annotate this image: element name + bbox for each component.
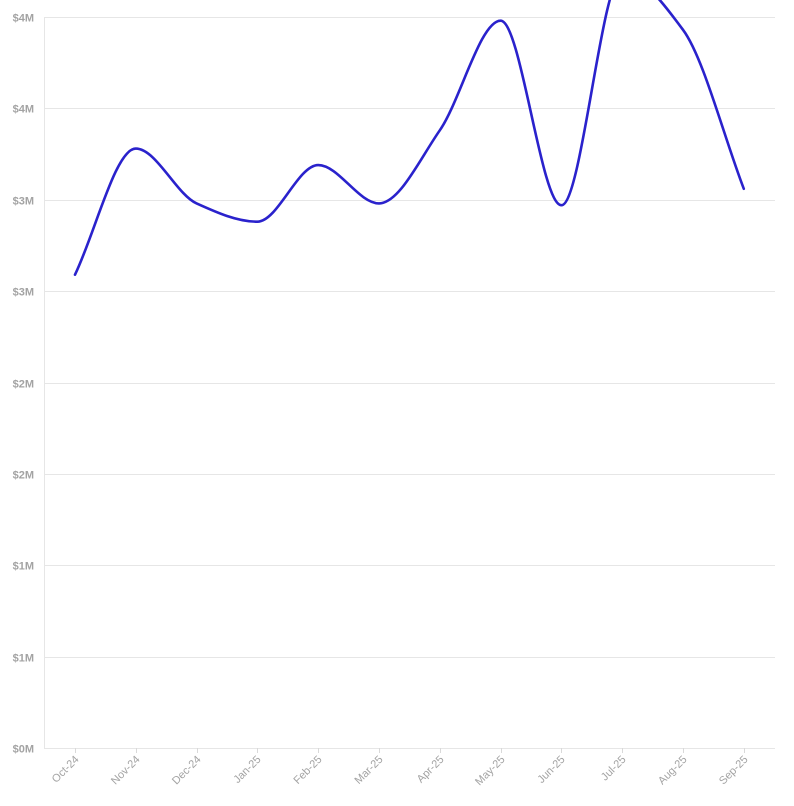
y-tick-label: $1M (13, 653, 34, 665)
x-tick-label: Sep-25 (717, 754, 751, 788)
y-tick-label: $3M (13, 287, 34, 299)
x-tick-label: Dec-24 (170, 754, 204, 788)
axis-layer (44, 17, 745, 753)
y-tick-label: $4M (13, 104, 34, 116)
series-layer (73, 0, 746, 276)
y-tick-label: $0M (13, 744, 34, 756)
label-layer: $0M $1M $1M $2M $2M $3M $3M $4M $4M Oct-24 Nov-24 D… (13, 13, 751, 789)
x-tick-label: Jul-25 (599, 754, 629, 784)
grid-layer (44, 17, 775, 749)
x-tick-label: Jun-25 (535, 754, 567, 786)
x-tick-label: Oct-24 (50, 754, 82, 786)
x-tick-label: Feb-25 (291, 754, 324, 787)
y-tick-label: $4M (13, 13, 34, 25)
y-tick-label: $2M (13, 379, 34, 391)
x-tick-label: Jan-25 (231, 754, 263, 786)
series-line (73, 0, 746, 276)
y-tick-label: $2M (13, 470, 34, 482)
y-tick-label: $1M (13, 561, 34, 573)
x-tick-label: Mar-25 (352, 754, 385, 787)
x-tick-label: Aug-25 (656, 754, 690, 788)
x-tick-label: May-25 (473, 754, 507, 788)
x-tick-label: Apr-25 (415, 754, 447, 786)
y-tick-label: $3M (13, 196, 34, 208)
x-tick-label: Nov-24 (109, 754, 143, 788)
